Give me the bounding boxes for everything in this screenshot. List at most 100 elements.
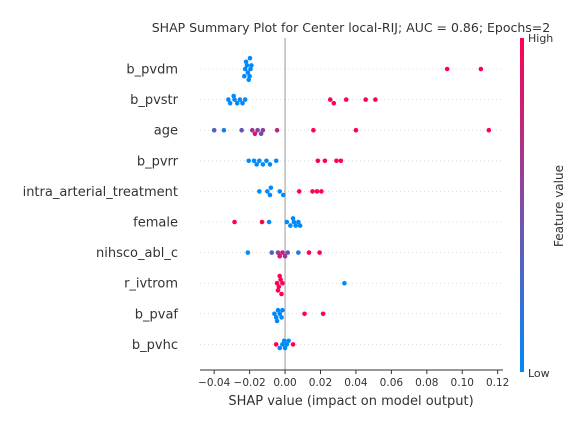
point-b_pvaf-5 xyxy=(280,307,285,313)
point-b_pvdm-10 xyxy=(444,66,450,72)
point-nihsco_abl_c-1 xyxy=(269,250,275,255)
point-age-0 xyxy=(211,127,217,133)
point-nihsco_abl_c-0 xyxy=(245,250,251,255)
point-age-1 xyxy=(221,127,227,133)
point-b_pvaf-7 xyxy=(302,311,307,317)
point-age-5 xyxy=(255,127,260,133)
point-age-2 xyxy=(239,127,244,133)
point-age-7 xyxy=(260,127,266,133)
point-b_pvstr-5 xyxy=(240,100,245,106)
point-r_ivtrom-6 xyxy=(279,291,284,297)
point-female-3 xyxy=(284,219,290,225)
point-nihsco_abl_c-5 xyxy=(285,250,291,255)
point-nihsco_abl_c-9 xyxy=(277,253,283,259)
x-tick-label: 0.12 xyxy=(486,377,509,389)
point-r_ivtrom-0 xyxy=(274,280,280,286)
point-r_ivtrom-1 xyxy=(276,284,282,290)
feature-label-b_pvhc: b_pvhc xyxy=(132,338,178,353)
point-b_pvrr-8 xyxy=(315,158,321,164)
point-b_pvhc-2 xyxy=(280,342,285,347)
point-b_pvaf-4 xyxy=(279,315,284,320)
point-b_pvstr-7 xyxy=(231,93,236,99)
point-b_pvstr-3 xyxy=(234,100,240,106)
points-layer xyxy=(211,55,492,351)
point-b_pvdm-8 xyxy=(247,55,253,61)
point-intra_arterial_treatment-0 xyxy=(257,189,262,194)
point-age-3 xyxy=(249,127,255,133)
point-b_pvrr-11 xyxy=(338,158,344,164)
x-axis-label: SHAP value (impact on model output) xyxy=(228,394,473,409)
point-intra_arterial_treatment-8 xyxy=(314,189,320,194)
feature-label-r_ivtrom: r_ivtrom xyxy=(124,277,178,292)
point-b_pvrr-1 xyxy=(251,158,257,164)
point-b_pvdm-3 xyxy=(244,63,250,68)
chart-title: SHAP Summary Plot for Center local-RIJ; … xyxy=(152,20,550,35)
point-age-4 xyxy=(252,131,258,137)
point-r_ivtrom-2 xyxy=(278,277,283,282)
point-b_pvdm-0 xyxy=(242,66,248,72)
point-b_pvdm-6 xyxy=(249,63,254,68)
point-b_pvrr-0 xyxy=(246,158,252,164)
colorbar xyxy=(520,38,524,372)
feature-label-intra_arterial_treatment: intra_arterial_treatment xyxy=(23,185,178,200)
point-female-1 xyxy=(259,219,265,225)
point-age-9 xyxy=(311,127,316,133)
point-b_pvstr-4 xyxy=(237,97,243,102)
point-b_pvaf-1 xyxy=(273,315,279,320)
point-intra_arterial_treatment-4 xyxy=(277,189,283,194)
feature-gridlines xyxy=(200,68,503,345)
point-b_pvhc-3 xyxy=(282,345,288,351)
point-b_pvdm-1 xyxy=(245,70,251,75)
point-nihsco_abl_c-7 xyxy=(306,250,312,255)
x-tick-label: 0.00 xyxy=(273,377,296,389)
point-b_pvstr-0 xyxy=(226,97,231,102)
feature-label-b_pvstr: b_pvstr xyxy=(130,93,179,108)
point-female-8 xyxy=(297,223,303,228)
feature-label-b_pvaf: b_pvaf xyxy=(135,307,179,322)
point-female-9 xyxy=(290,216,296,221)
point-b_pvrr-9 xyxy=(322,158,328,164)
colorbar-low-label: Low xyxy=(528,367,550,380)
point-b_pvrr-3 xyxy=(257,158,262,164)
point-intra_arterial_treatment-2 xyxy=(267,192,273,198)
point-b_pvrr-7 xyxy=(273,158,279,164)
point-b_pvaf-2 xyxy=(275,307,281,313)
point-b_pvdm-2 xyxy=(248,66,253,72)
point-b_pvhc-5 xyxy=(286,338,291,344)
point-b_pvstr-12 xyxy=(373,97,378,102)
point-female-4 xyxy=(288,223,293,228)
colorbar-high-label: High xyxy=(528,32,553,45)
point-nihsco_abl_c-6 xyxy=(296,250,301,255)
x-tick-label: −0.02 xyxy=(234,377,266,389)
colorbar-title: Feature value xyxy=(552,165,566,247)
point-age-11 xyxy=(486,127,492,133)
x-tick-label: 0.04 xyxy=(344,377,368,389)
point-b_pvhc-6 xyxy=(290,342,296,347)
x-tick-label: 0.02 xyxy=(309,377,332,389)
point-b_pvhc-0 xyxy=(273,342,279,347)
point-b_pvdm-9 xyxy=(241,73,247,79)
point-r_ivtrom-7 xyxy=(342,280,347,286)
point-intra_arterial_treatment-6 xyxy=(296,189,302,194)
point-female-7 xyxy=(296,219,301,225)
point-intra_arterial_treatment-3 xyxy=(268,185,274,191)
point-female-2 xyxy=(266,219,272,225)
point-b_pvrr-10 xyxy=(334,158,339,164)
point-b_pvstr-8 xyxy=(327,97,333,102)
point-b_pvrr-4 xyxy=(260,162,266,167)
point-b_pvdm-11 xyxy=(478,66,484,72)
point-b_pvhc-4 xyxy=(284,342,290,347)
point-intra_arterial_treatment-9 xyxy=(319,189,324,194)
point-r_ivtrom-5 xyxy=(277,273,283,279)
point-b_pvaf-8 xyxy=(320,311,326,317)
feature-label-nihsco_abl_c: nihsco_abl_c xyxy=(96,246,178,261)
x-tick-label: 0.10 xyxy=(451,377,474,389)
point-b_pvhc-1 xyxy=(277,345,283,351)
point-intra_arterial_treatment-5 xyxy=(280,192,286,198)
point-r_ivtrom-3 xyxy=(280,280,285,286)
point-b_pvaf-6 xyxy=(274,318,280,324)
x-tick-label: 0.08 xyxy=(415,377,438,389)
feature-label-b_pvrr: b_pvrr xyxy=(137,154,179,169)
